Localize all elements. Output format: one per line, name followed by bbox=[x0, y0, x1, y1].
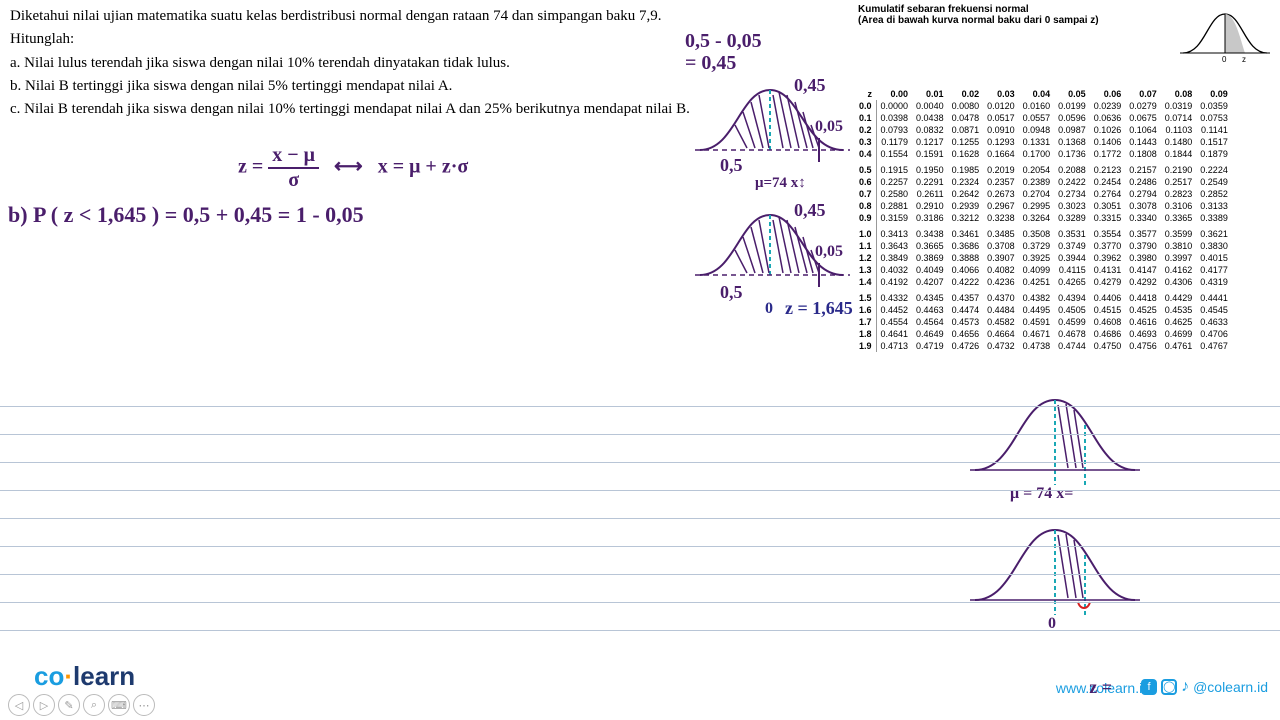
social-handle: @colearn.id bbox=[1193, 679, 1268, 695]
hw-eq1: 0,5 - 0,05 bbox=[685, 30, 762, 53]
bell-sketch-4 bbox=[970, 520, 1140, 630]
intro-line-2: Hitunglah: bbox=[10, 29, 710, 49]
s2-05: 0,5 bbox=[720, 282, 743, 303]
hw-zformula: z = x − μσ ⟷ x = μ + z·σ bbox=[238, 144, 468, 192]
hw-eq2: = 0,45 bbox=[685, 52, 736, 75]
s2-045: 0,45 bbox=[794, 200, 826, 221]
problem-text: Diketahui nilai ujian matematika suatu k… bbox=[10, 6, 710, 122]
tiktok-icon[interactable]: ♪ bbox=[1181, 678, 1189, 696]
z-table: z0.000.010.020.030.040.050.060.070.080.0… bbox=[855, 88, 1232, 352]
item-b: b. Nilai B tertinggi jika siswa dengan n… bbox=[10, 76, 710, 96]
brand-logo: co·learn bbox=[34, 661, 135, 692]
player-controls[interactable]: ◁ ▷ ✎ ⌕ ⌨ ⋯ bbox=[8, 694, 155, 716]
s2-0: 0 bbox=[765, 300, 773, 318]
s1-045: 0,45 bbox=[794, 75, 826, 96]
search-icon[interactable]: ⌕ bbox=[83, 694, 105, 716]
keyboard-icon[interactable]: ⌨ bbox=[108, 694, 130, 716]
s1-05: 0,5 bbox=[720, 155, 743, 176]
hw-zc: z = bbox=[1089, 677, 1112, 698]
svg-text:0: 0 bbox=[1222, 55, 1227, 63]
bell-small-icon: 0 z bbox=[1180, 8, 1270, 68]
prev-icon[interactable]: ◁ bbox=[8, 694, 30, 716]
social-links: f ◯ ♪ @colearn.id bbox=[1141, 678, 1268, 696]
intro-line-1: Diketahui nilai ujian matematika suatu k… bbox=[10, 6, 710, 26]
more-icon[interactable]: ⋯ bbox=[133, 694, 155, 716]
play-icon[interactable]: ▷ bbox=[33, 694, 55, 716]
s2-z: z = 1,645 bbox=[785, 298, 853, 319]
ztable-title: Kumulatif sebaran frekuensi normal (Area… bbox=[858, 4, 1099, 26]
item-c: c. Nilai B terendah jika siswa dengan ni… bbox=[10, 99, 710, 119]
svg-text:z: z bbox=[1242, 55, 1246, 63]
s3-mu: μ = 74 x= bbox=[1010, 485, 1073, 503]
s1-mu: μ=74 x↕ bbox=[755, 175, 806, 192]
s2-005: 0,05 bbox=[815, 243, 843, 261]
hw-partb: b) P ( z < 1,645 ) = 0,5 + 0,45 = 1 - 0,… bbox=[8, 202, 364, 228]
item-a: a. Nilai lulus terendah jika siswa denga… bbox=[10, 53, 710, 73]
instagram-icon[interactable]: ◯ bbox=[1161, 679, 1177, 695]
edit-icon[interactable]: ✎ bbox=[58, 694, 80, 716]
s1-005: 0,05 bbox=[815, 118, 843, 136]
facebook-icon[interactable]: f bbox=[1141, 679, 1157, 695]
